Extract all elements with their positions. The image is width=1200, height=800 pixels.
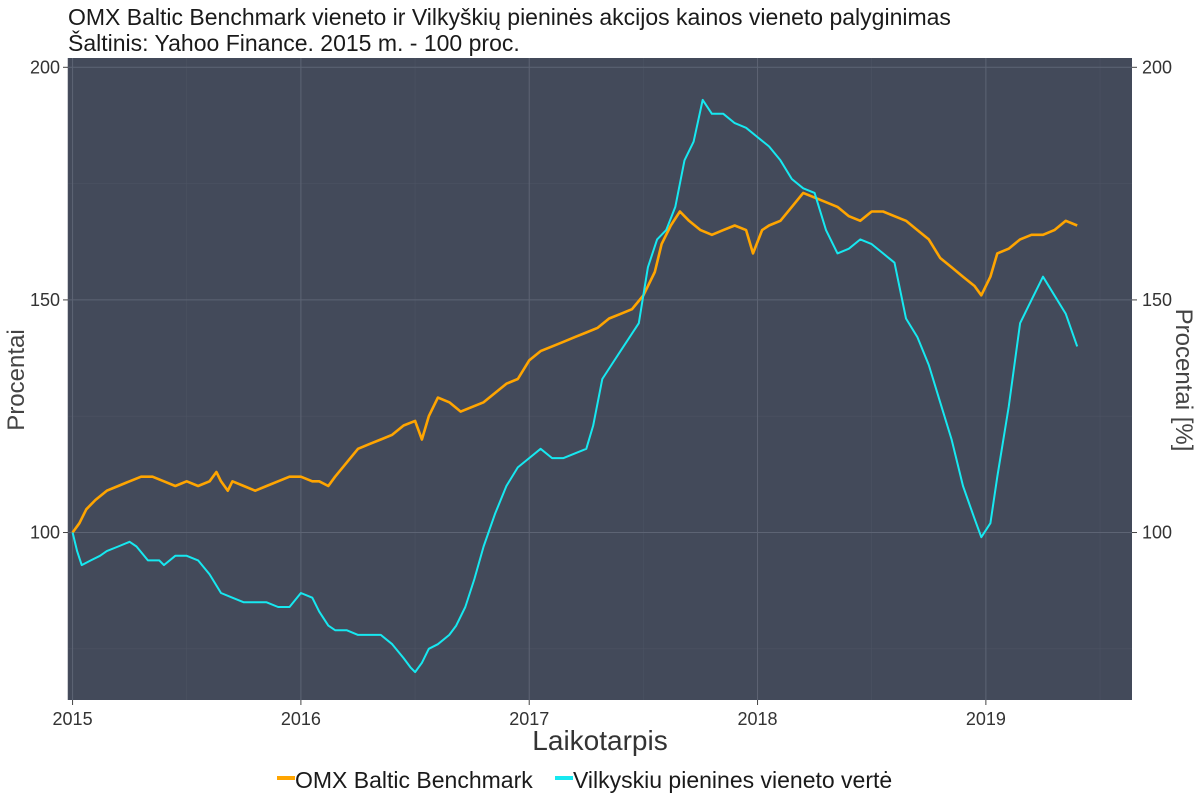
y-tick-label-right: 200 xyxy=(1142,57,1172,77)
y-tick-label: 200 xyxy=(30,57,60,77)
legend-swatch-vilkyskiu xyxy=(555,776,573,780)
x-tick-label: 2019 xyxy=(966,709,1006,729)
chart-title: OMX Baltic Benchmark vieneto ir Vilkyški… xyxy=(68,4,951,30)
grid-lines xyxy=(67,58,1132,700)
y-tick-label-right: 150 xyxy=(1142,290,1172,310)
y-axis-label: Procentai xyxy=(3,329,30,430)
series-line-benchmark xyxy=(71,191,1078,534)
legend-swatch-benchmark xyxy=(277,776,295,780)
x-axis-label: Laikotarpis xyxy=(532,725,667,756)
plot-panel xyxy=(68,58,1132,700)
x-tick-label: 2018 xyxy=(738,709,778,729)
series-lines xyxy=(71,98,1079,674)
chart-subtitle: Šaltinis: Yahoo Finance. 2015 m. - 100 p… xyxy=(68,29,520,56)
legend: OMX Baltic Benchmark Vilkyskiu pienines … xyxy=(277,767,892,793)
legend-label-vilkyskiu: Vilkyskiu pienines vieneto vertė xyxy=(573,767,892,793)
y-tick-label: 150 xyxy=(30,290,60,310)
legend-label-benchmark: OMX Baltic Benchmark xyxy=(295,767,533,793)
y-axis-label-right: Procentai [%] xyxy=(1170,309,1197,452)
axis-ticks: 2015 2016 2017 2018 2019 100 100 150 150 200 200 xyxy=(30,57,1172,729)
x-tick-label: 2017 xyxy=(509,709,549,729)
y-tick-label-right: 100 xyxy=(1142,523,1172,543)
x-tick-label: 2016 xyxy=(281,709,321,729)
x-tick-label: 2015 xyxy=(53,709,93,729)
series-line-vilkyskiu xyxy=(71,98,1079,674)
y-tick-label: 100 xyxy=(30,523,60,543)
